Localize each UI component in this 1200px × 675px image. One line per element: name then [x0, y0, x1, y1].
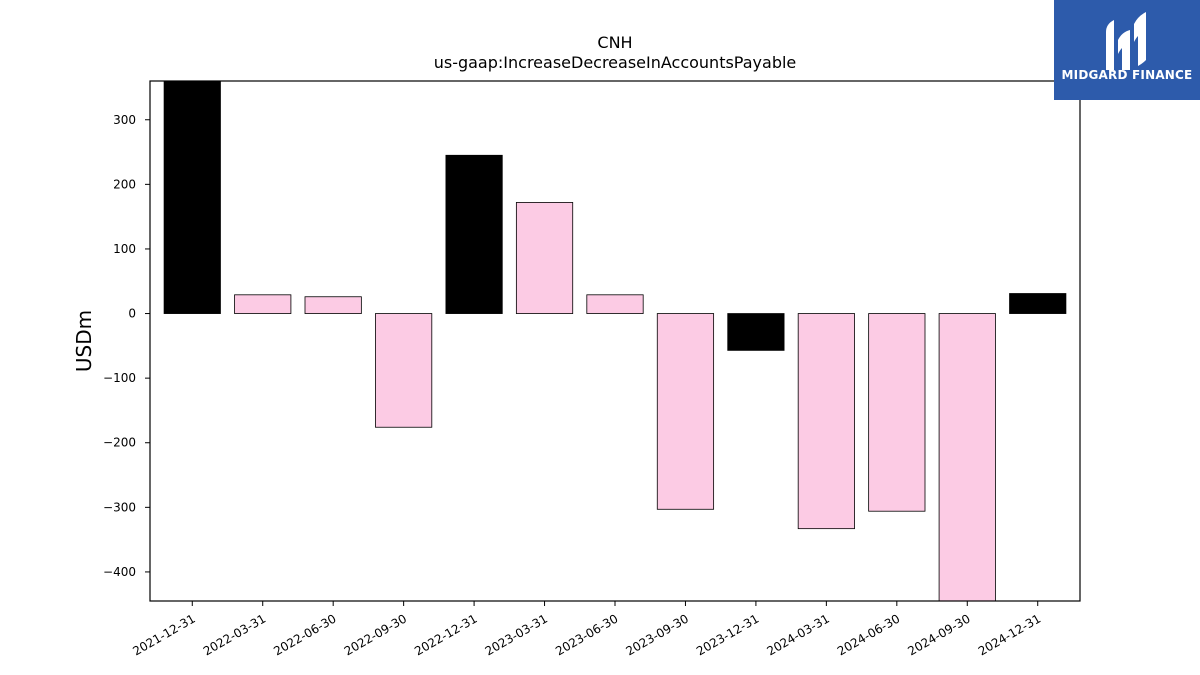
y-tick-label: −400 [103, 565, 136, 579]
y-tick-label: −300 [103, 500, 136, 514]
x-tick-label: 2024-03-31 [764, 611, 831, 658]
bar-2023-12-31 [727, 313, 785, 351]
bar-2024-12-31 [1009, 293, 1067, 314]
bar-2023-06-30 [586, 294, 644, 314]
y-axis-label: USDm [72, 310, 96, 372]
chart-subtitle: us-gaap:IncreaseDecreaseInAccountsPayabl… [434, 53, 797, 72]
bar-2022-09-30 [375, 313, 433, 428]
x-tick-label: 2021-12-31 [130, 611, 197, 658]
x-tick-label: 2023-09-30 [624, 611, 691, 658]
bar-2024-03-31 [797, 313, 855, 530]
chart-title: CNH [597, 33, 632, 52]
bars-group [163, 80, 1067, 602]
x-axis-ticks: 2021-12-31 2022-03-31 2022-06-30 2022-09-30… [130, 601, 1043, 658]
logo-mark-icon [1106, 12, 1146, 70]
bar-2024-09-30 [938, 313, 996, 602]
bar-2023-09-30 [656, 313, 715, 510]
x-tick-label: 2022-09-30 [342, 611, 409, 658]
bar-2024-06-30 [868, 313, 926, 512]
bar-2022-12-31 [445, 154, 503, 314]
x-tick-label: 2024-06-30 [835, 611, 902, 658]
x-tick-label: 2024-09-30 [905, 611, 972, 658]
x-tick-label: 2023-06-30 [553, 611, 620, 658]
x-tick-label: 2022-06-30 [271, 611, 338, 658]
y-axis-ticks: 300 200 100 0 −100 −200 −300 −400 [103, 113, 150, 579]
x-tick-label: 2022-12-31 [412, 611, 479, 658]
y-tick-label: 0 [128, 307, 136, 321]
y-tick-label: −200 [103, 436, 136, 450]
bar-2022-06-30 [304, 296, 362, 314]
x-tick-label: 2024-12-31 [976, 611, 1043, 658]
x-tick-label: 2023-03-31 [483, 611, 550, 658]
y-tick-label: 100 [113, 242, 136, 256]
plot-frame [149, 80, 1081, 602]
bar-2023-03-31 [515, 202, 574, 314]
brand-logo: MIDGARD FINANCE [1054, 0, 1200, 100]
y-tick-label: 200 [113, 177, 136, 191]
x-tick-label: 2023-12-31 [694, 611, 761, 658]
bar-2021-12-31 [163, 80, 221, 314]
bar-2022-03-31 [234, 294, 292, 314]
logo-text: MIDGARD FINANCE [1061, 68, 1193, 82]
y-tick-label: −100 [103, 371, 136, 385]
y-tick-label: 300 [113, 113, 136, 127]
x-tick-label: 2022-03-31 [201, 611, 268, 658]
